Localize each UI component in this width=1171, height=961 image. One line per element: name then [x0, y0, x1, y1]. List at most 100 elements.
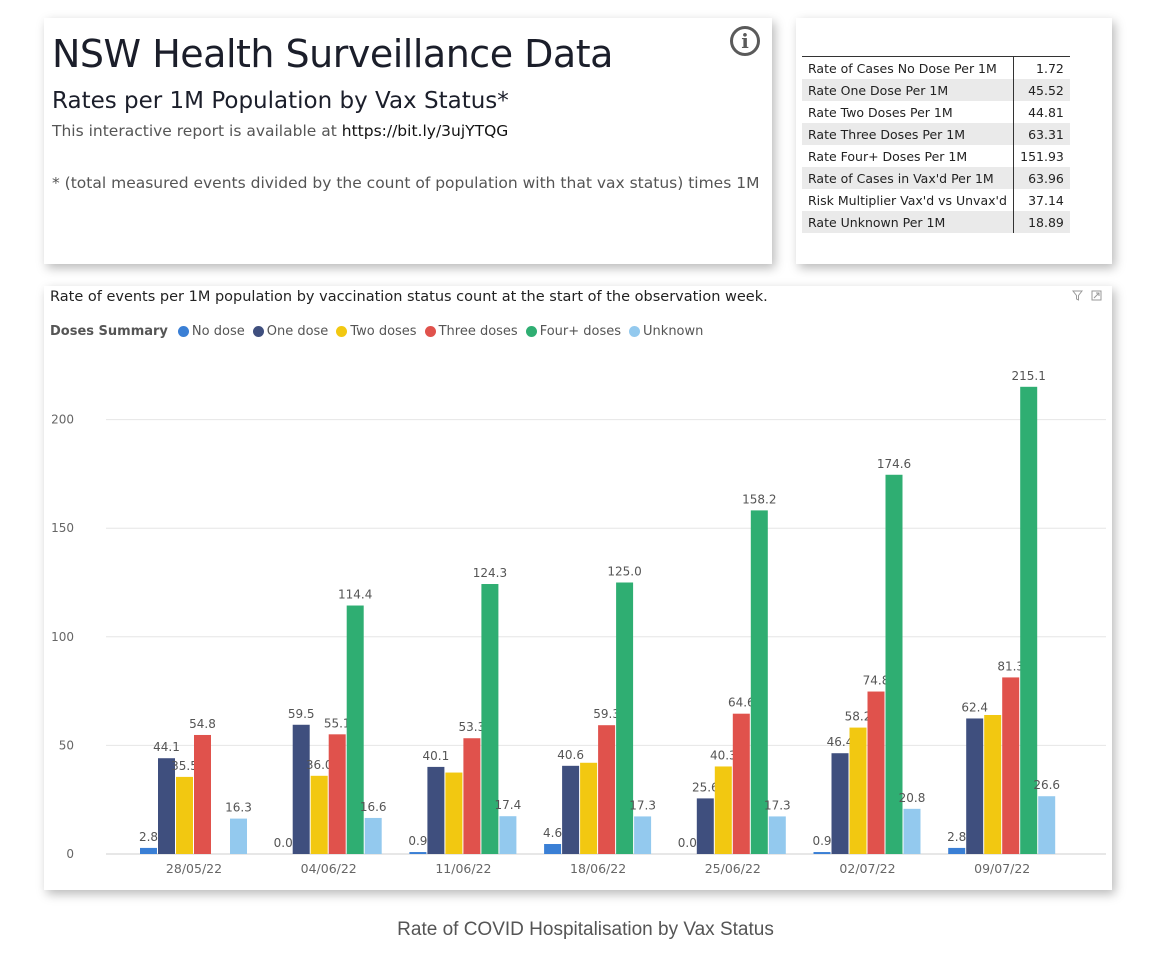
focus-mode-icon[interactable]	[1091, 290, 1102, 301]
bar	[813, 852, 831, 854]
legend-title: Doses Summary	[50, 324, 168, 339]
data-label: 36.0	[306, 758, 333, 772]
bar-chart: 0 50 100 150 200 2.8 44.1 35.5 54.8 16.3 28/05/22 0…	[51, 369, 1106, 876]
stats-value: 63.96	[1012, 167, 1070, 189]
bar	[1020, 386, 1038, 854]
bar	[463, 738, 481, 854]
data-label: 16.3	[225, 801, 252, 815]
x-tick-label: 18/06/22	[570, 861, 626, 876]
data-label: 59.3	[593, 707, 620, 721]
bar	[499, 816, 517, 854]
bar	[768, 816, 786, 854]
legend-swatch	[252, 326, 264, 337]
bar	[750, 510, 768, 854]
page-subtitle: Rates per 1M Population by Vax Status*	[52, 88, 509, 114]
data-label: 0.0	[678, 836, 697, 850]
legend-swatch	[424, 326, 436, 337]
y-tick-label: 100	[51, 630, 74, 644]
bar	[562, 765, 580, 854]
data-label: 40.1	[423, 749, 450, 763]
info-icon[interactable]: i	[730, 26, 760, 56]
legend-item[interactable]: One dose	[252, 324, 329, 339]
x-tick-label: 02/07/22	[839, 861, 895, 876]
figure-caption: Rate of COVID Hospitalisation by Vax Sta…	[397, 919, 774, 940]
data-label: 54.8	[189, 717, 216, 731]
data-label: 64.6	[728, 696, 755, 710]
legend-item[interactable]: Unknown	[629, 324, 703, 339]
bar	[230, 818, 247, 854]
data-label: 17.3	[764, 798, 791, 812]
bar	[696, 798, 714, 854]
page-title: NSW Health Surveillance Data	[52, 32, 613, 76]
bar	[948, 847, 966, 854]
stats-row: Rate Unknown Per 1M 18.89	[802, 211, 1070, 233]
y-tick-label: 200	[51, 413, 74, 427]
data-label: 59.5	[288, 707, 315, 721]
data-label: 16.6	[360, 800, 387, 814]
legend-swatch	[336, 326, 348, 337]
footnote: * (total measured events divided by the …	[52, 174, 760, 192]
x-tick-label: 09/07/22	[974, 861, 1030, 876]
data-label: 25.6	[692, 780, 719, 794]
stats-label: Rate of Cases No Dose Per 1M	[808, 60, 997, 76]
legend-item[interactable]: No dose	[177, 324, 245, 339]
data-label: 74.8	[863, 674, 890, 688]
bar	[310, 775, 328, 854]
stats-label: Rate Three Doses Per 1M	[802, 123, 1014, 145]
stats-row: Rate Two Doses Per 1M 44.81	[802, 101, 1070, 123]
stats-value: 44.81	[1012, 101, 1070, 123]
legend-swatch	[629, 326, 641, 337]
data-label: 55.1	[324, 716, 351, 730]
bar	[903, 808, 921, 854]
bar	[849, 727, 867, 854]
x-tick-label: 04/06/22	[301, 861, 357, 876]
data-label: 17.4	[495, 798, 522, 812]
legend-swatch	[177, 326, 189, 337]
legend-label: Two doses	[350, 324, 417, 339]
stats-row: Rate One Dose Per 1M 45.52	[802, 79, 1070, 101]
bar	[885, 474, 903, 854]
legend-item[interactable]: Two doses	[336, 324, 417, 339]
bar	[346, 605, 364, 854]
stats-value: 151.93	[1012, 145, 1070, 167]
bar	[176, 776, 193, 854]
bar	[867, 691, 885, 854]
data-label: 215.1	[1012, 369, 1046, 383]
legend-item[interactable]: Three doses	[424, 324, 518, 339]
stats-row: Rate Three Doses Per 1M 63.31	[802, 123, 1070, 145]
stats-row: Rate Four+ Doses Per 1M 151.93	[802, 145, 1070, 167]
data-label: 4.6	[543, 826, 562, 840]
data-label: 46.4	[827, 735, 854, 749]
legend-item[interactable]: Four+ doses	[525, 324, 621, 339]
x-tick-label: 11/06/22	[435, 861, 491, 876]
data-label: 20.8	[899, 791, 926, 805]
data-label: 40.3	[710, 748, 737, 762]
filter-icon[interactable]	[1072, 290, 1083, 301]
availability-prefix: This interactive report is available at	[52, 122, 337, 140]
data-label: 53.3	[459, 720, 486, 734]
stats-row: Rate of Cases in Vax'd Per 1M 63.96	[802, 167, 1070, 189]
bar	[1002, 677, 1020, 854]
data-label: 26.6	[1033, 778, 1060, 792]
data-label: 124.3	[473, 566, 507, 580]
bar	[984, 714, 1002, 854]
legend-label: Three doses	[438, 324, 518, 339]
bar	[409, 852, 427, 854]
stats-label: Rate One Dose Per 1M	[802, 79, 1014, 101]
bar	[831, 753, 849, 854]
y-tick-label: 50	[59, 738, 74, 752]
stats-value: 18.89	[1012, 211, 1070, 233]
bar	[1038, 796, 1056, 854]
bar	[364, 817, 382, 854]
data-label: 0.9	[408, 834, 427, 848]
report-link[interactable]: https://bit.ly/3ujYTQG	[341, 122, 509, 140]
legend-label: One dose	[266, 324, 329, 339]
bar	[598, 725, 616, 854]
bar	[445, 772, 463, 854]
bar	[292, 724, 310, 854]
legend-label: No dose	[191, 324, 245, 339]
stats-table: Rate of Cases No Dose Per 1M 1.72 Rate One…	[802, 56, 1070, 233]
stats-value: 1.72	[1012, 56, 1070, 79]
stats-row: Risk Multiplier Vax'd vs Unvax'd 37.14	[802, 189, 1070, 211]
data-label: 35.5	[171, 759, 198, 773]
